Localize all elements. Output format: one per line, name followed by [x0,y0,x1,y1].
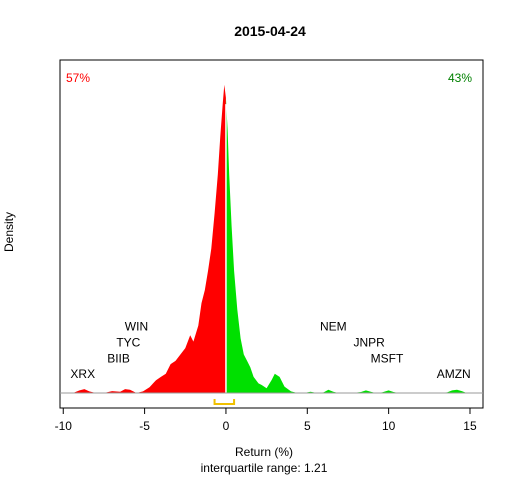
x-tick-label: -10 [55,419,73,433]
outlier-label-amzn: AMZN [437,367,471,381]
x-tick-label: 5 [304,419,311,433]
negative-density-area [66,84,226,394]
negative-share-label: 57% [66,71,90,85]
outlier-label-nem: NEM [320,319,347,333]
chart-subtitle: interquartile range: 1.21 [201,461,328,475]
x-axis: -10 -5 0 5 10 15 [55,407,477,433]
positive-share-label: 43% [448,71,472,85]
x-tick-label: 10 [382,419,396,433]
chart-title: 2015-04-24 [234,23,306,39]
outlier-labels: XRX BIIB TYC WIN NEM JNPR MSFT AMZN [70,319,470,381]
outlier-label-biib: BIIB [107,352,130,366]
outlier-label-tyc: TYC [116,335,140,349]
interquartile-bracket [213,399,236,405]
outlier-label-jnpr: JNPR [353,335,385,349]
positive-density-area [225,97,474,393]
outlier-label-xrx: XRX [70,367,95,381]
x-axis-label: Return (%) [235,445,293,459]
x-tick-label: -5 [139,419,150,433]
density-areas [66,84,474,394]
x-tick-label: 0 [223,419,230,433]
x-tick-label: 15 [463,419,477,433]
outlier-label-msft: MSFT [371,352,404,366]
y-axis-label: Density [2,212,16,252]
outlier-label-win: WIN [125,319,148,333]
